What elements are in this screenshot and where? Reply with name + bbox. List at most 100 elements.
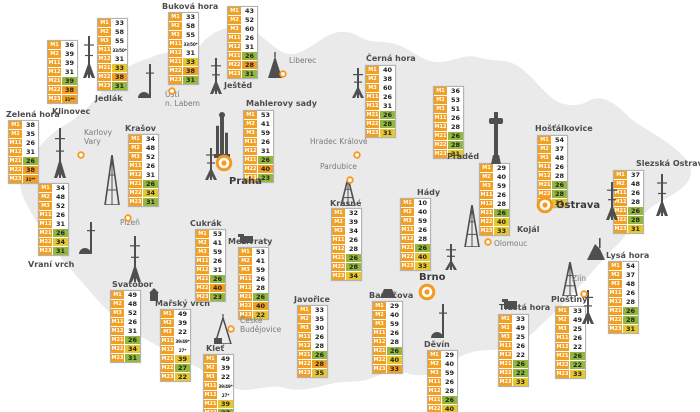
mux-value-cell: 38 [380,75,395,83]
mux-row: M22 28 [609,316,638,324]
mux-row: M11 26 [401,226,430,234]
mux-label-cell: M22 [244,165,257,173]
site-table-marsky-vrch: M1 49 M2 39 M3 22 M11 39/49* M12 27* M21 39 M22 27 M23… [160,309,191,382]
mux-value-cell: 34 [53,238,68,246]
mux-label-cell: M3 [556,325,569,333]
site-label-mahlerovy-sady: Mahlerovy sady [246,99,317,108]
transmitter-tower-icon [430,304,450,342]
transmitter-tower-icon [102,154,122,209]
site-table-krasov: M1 34 M2 48 M3 52 M11 26 M12 31 M21 26 M22 34 M23 31 [128,134,159,207]
mux-row: M3 25 [499,333,528,341]
mux-value-cell: 29 [442,351,457,359]
mux-label-cell: M12 [129,171,142,179]
mux-row: M12 31 [111,327,140,335]
mux-value-cell: 37 [623,271,638,279]
mux-value-cell: 41 [258,120,273,128]
mux-label-cell: M2 [196,239,209,247]
mux-row: M23 33 [373,365,402,373]
mux-value-cell: 38 [183,67,198,75]
mux-label-cell: M2 [239,257,252,265]
mux-label-cell: M12 [499,351,512,359]
metro-label-ostrava: Ostrava [556,200,601,211]
mux-row: M21 26 [239,293,268,301]
mux-row: M12 31 [98,55,127,63]
transmitter-tower-icon [586,238,606,264]
mux-value-cell: 34 [53,184,68,192]
mux-label-cell: M23 [332,272,345,280]
city-label-zlin: Zlín [572,274,587,283]
mux-value-cell: 33/50* [183,40,198,48]
mux-value-cell: 39/49* [218,382,233,390]
site-label-slezska-ostrava: Slezská Ostrava [636,159,700,168]
mux-value-cell: 26 [623,289,638,297]
city-dot-ceske-budejovice [227,318,235,337]
mux-row: M21 26 [298,351,327,359]
mux-row: M2 37 [609,271,638,279]
mux-row: M1 36 [434,87,463,95]
mux-value-cell: 34 [143,135,158,143]
mux-value-cell: 28 [623,316,638,324]
mux-row: M21 26 [434,132,463,140]
mux-row: M22 28 [434,141,463,149]
mux-value-cell: 48 [623,280,638,288]
mux-row: M3 59 [239,266,268,274]
site-table-mezivraty: M1 53 M2 41 M3 59 M11 26 M12 28 M21 26 M22 40 M23 22 [238,247,269,320]
mux-row: M21 26 [480,209,509,217]
mux-label-cell: M21 [614,207,627,215]
mux-row: M12 31 [9,148,38,156]
mux-value-cell: 49 [175,310,190,318]
mux-value-cell: 59 [415,217,430,225]
mux-value-cell: 22 [513,351,528,359]
mux-row: M22 22 [556,361,585,369]
mux-label-cell: M21 [98,64,111,72]
mux-label-cell: M3 [428,369,441,377]
mux-row: M23 33 [499,378,528,386]
mux-value-cell: 26 [552,181,567,189]
mux-label-cell: M23 [48,95,61,103]
site-table-jested: M1 43 M2 52 M3 60 M11 26 M12 31 M21 26 M22 28 M23 31 [227,6,258,79]
mux-value-cell: 40 [494,218,509,226]
mux-value-cell: 31 [143,171,158,179]
mux-label-cell: M23 [366,129,379,137]
site-label-jedlak: Jedlák [95,94,123,103]
mux-value-cell: 48 [53,193,68,201]
mux-label-cell: M2 [161,319,174,327]
mux-label-cell: M21 [111,336,124,344]
mux-label-cell: M1 [239,248,252,256]
mux-value-cell: 38 [23,166,38,174]
mux-label-cell: M12 [428,387,441,395]
mux-value-cell: 39/49* [175,337,190,345]
mux-row: M3 59 [401,217,430,225]
mux-value-cell: 38 [62,86,77,94]
mux-label-cell: M22 [609,316,622,324]
mux-row: M21 26 [499,360,528,368]
mux-row: M2 58 [169,22,198,30]
mux-row: M2 35 [9,130,38,138]
mux-row: M2 35 [298,315,327,323]
mux-row: M2 38 [366,75,395,83]
mux-row: M11 33/50* [98,46,127,54]
mux-value-cell: 31 [125,327,140,335]
mux-row: M1 34 [129,135,158,143]
mux-row: M1 37 [614,171,643,179]
mux-row: M23 22 [161,373,190,381]
mux-label-cell: M12 [239,284,252,292]
mux-value-cell: 29 [387,302,402,310]
mux-value-cell: 33 [513,378,528,386]
mux-row: M2 40 [401,208,430,216]
mux-label-cell: M11 [538,163,551,171]
mux-row: M2 48 [129,144,158,152]
mux-row: M11 39/49* [204,382,233,390]
mux-value-cell: 35 [23,130,38,138]
mux-label-cell: M23 [161,373,174,381]
site-label-cerna-hora: Černá hora [366,54,416,63]
mux-row: M12 28 [434,123,463,131]
mux-label-cell: M22 [228,61,241,69]
site-label-devin: Děvín [424,340,450,349]
mux-label-cell: M3 [161,328,174,336]
mux-label-cell: M22 [39,238,52,246]
mux-label-cell: M2 [9,130,22,138]
mux-label-cell: M12 [48,68,61,76]
mux-row: M11 26 [332,236,361,244]
mux-value-cell: 23 [210,293,225,301]
